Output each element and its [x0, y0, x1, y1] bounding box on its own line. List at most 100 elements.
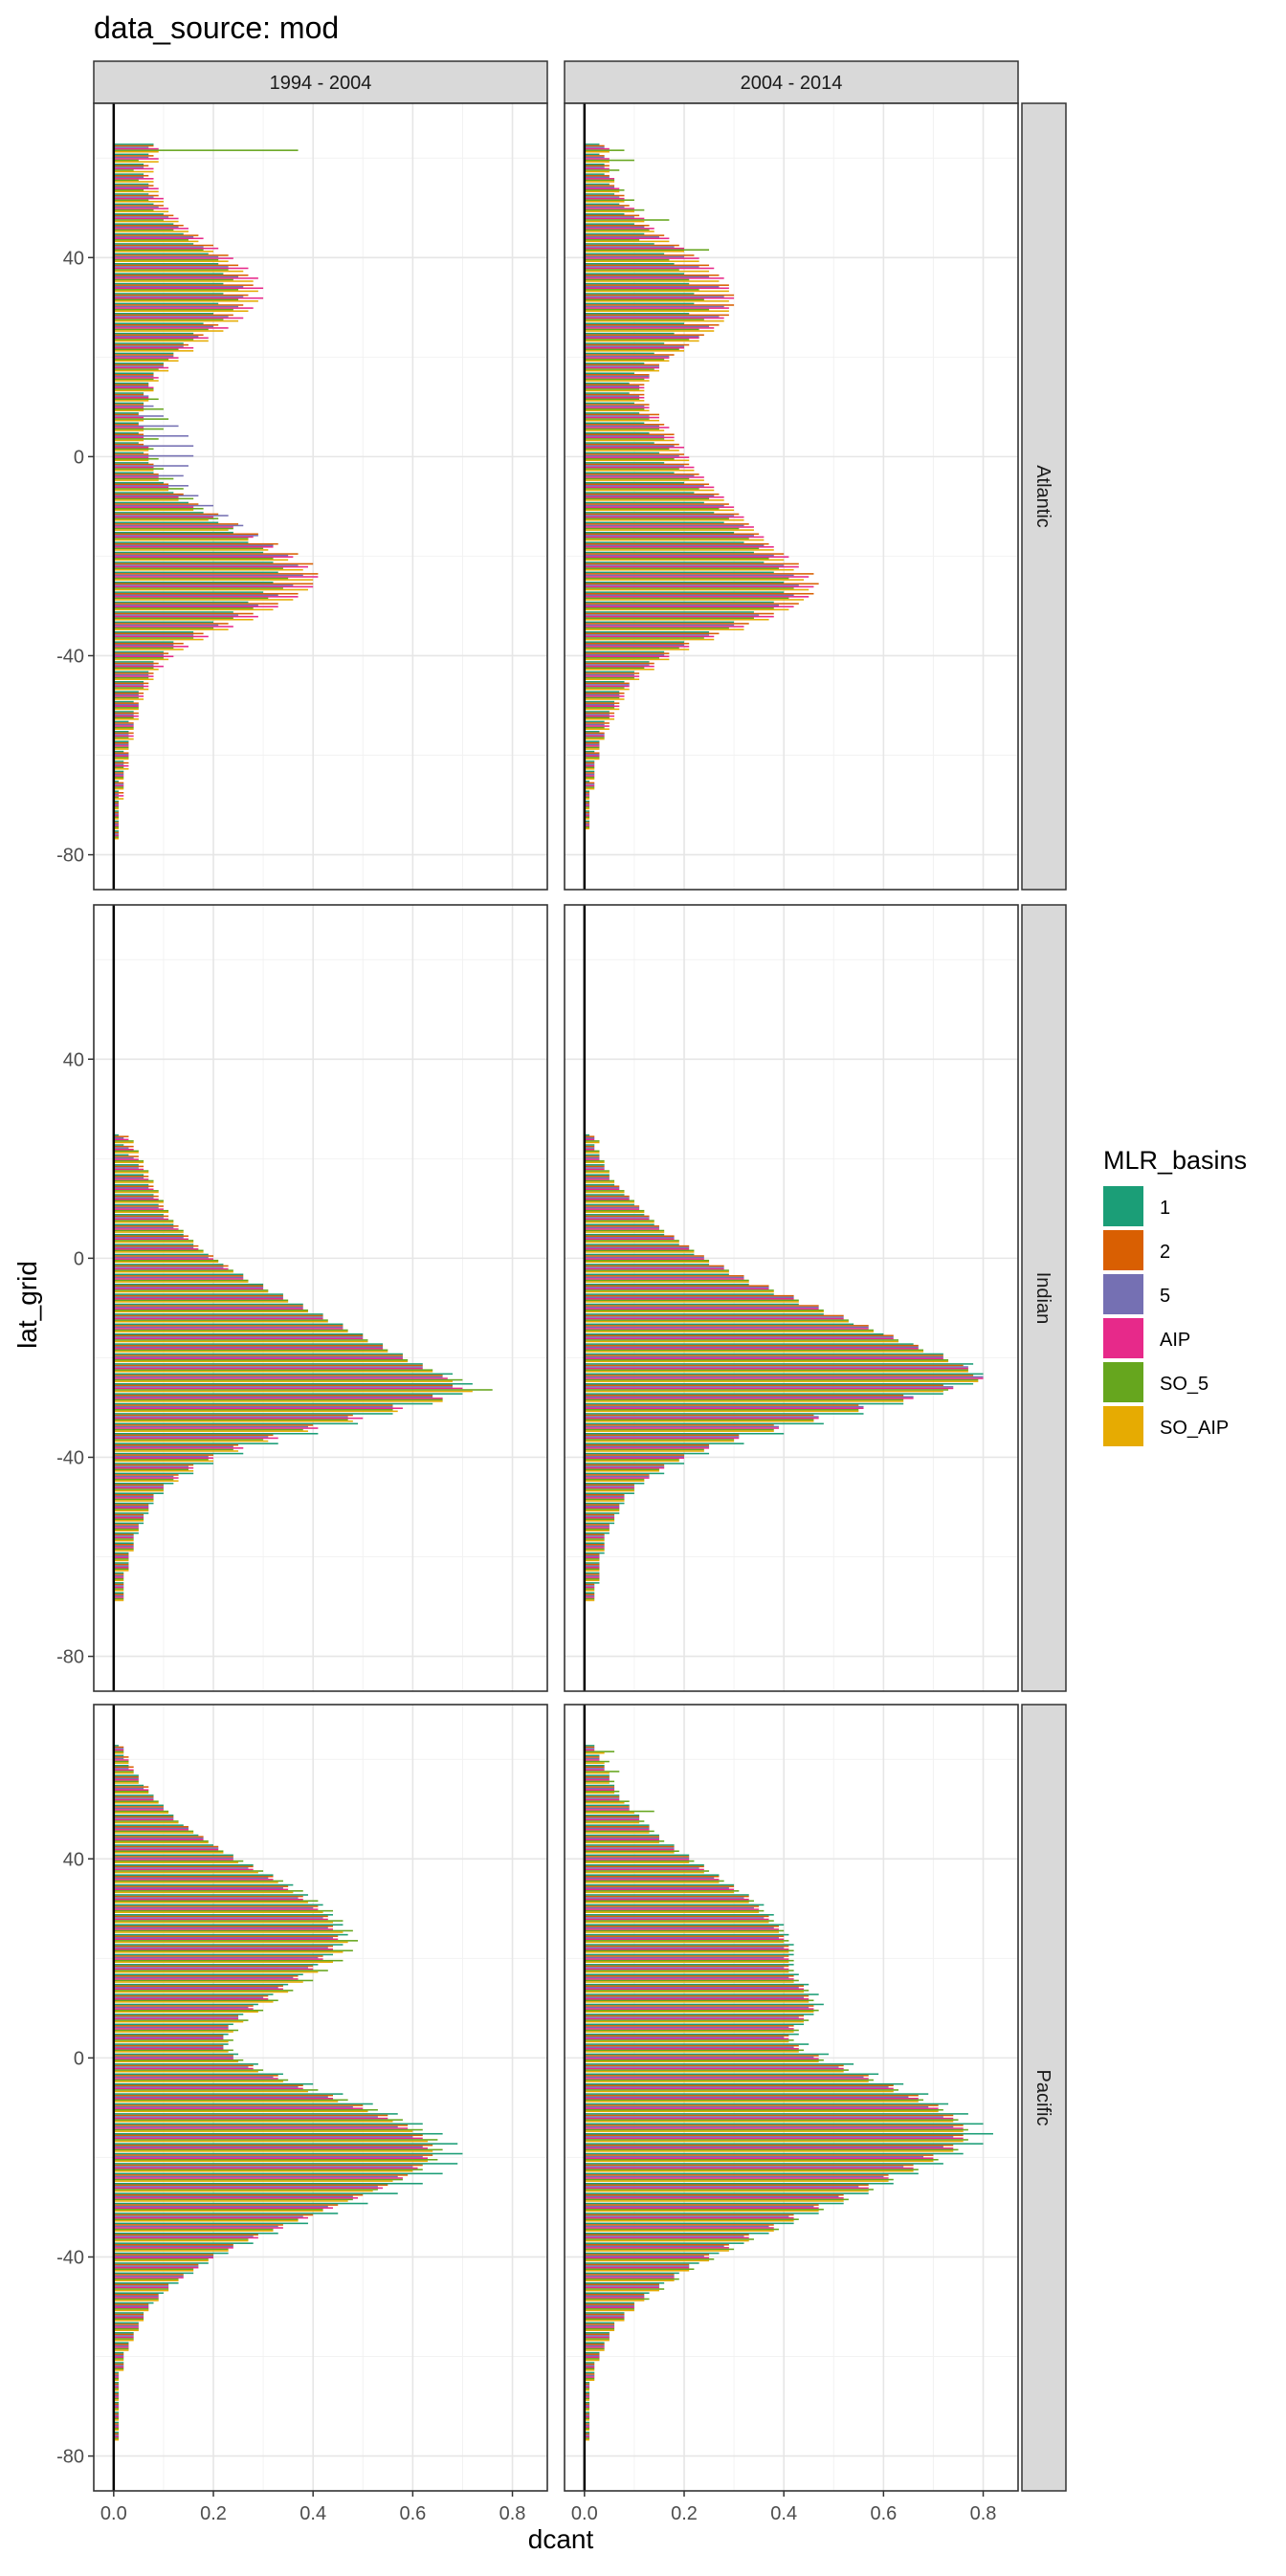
bar	[113, 1183, 149, 1186]
bar	[584, 448, 670, 451]
bar	[584, 1419, 814, 1420]
bar	[113, 2207, 334, 2210]
bar	[584, 1900, 754, 1903]
bar	[584, 1539, 605, 1542]
bar	[113, 695, 144, 697]
bar	[584, 1859, 690, 1860]
bar	[113, 1556, 129, 1559]
bar	[584, 1845, 675, 1848]
bar	[584, 1430, 774, 1432]
bar	[113, 1865, 254, 1868]
bar	[584, 816, 590, 819]
bar	[113, 760, 124, 762]
bar	[113, 2070, 258, 2073]
bar	[113, 1915, 328, 1918]
bar	[113, 235, 194, 238]
bar	[113, 1276, 244, 1279]
bar	[584, 442, 654, 444]
bar	[113, 1818, 174, 1821]
bar	[584, 2198, 849, 2201]
bar	[584, 2238, 754, 2240]
bar	[584, 2025, 794, 2027]
bar	[113, 2300, 159, 2301]
bar	[113, 384, 149, 385]
bar	[113, 539, 249, 541]
bar	[584, 298, 704, 301]
bar	[113, 1921, 334, 1924]
bar	[113, 1532, 139, 1534]
bar	[584, 214, 640, 217]
bar	[113, 2415, 120, 2418]
bar	[584, 1787, 615, 1790]
bar	[584, 1454, 685, 1456]
bar	[584, 2023, 805, 2026]
bar	[113, 1787, 144, 1790]
bar	[113, 722, 134, 724]
bar	[113, 2382, 120, 2384]
bar	[113, 1354, 403, 1356]
bar	[113, 2245, 233, 2248]
bar	[584, 203, 620, 206]
bar	[113, 1948, 334, 1950]
bar	[584, 313, 690, 315]
bar	[113, 2125, 409, 2126]
bar	[584, 1261, 710, 1264]
bar	[584, 2202, 844, 2205]
bar	[584, 2144, 954, 2147]
bar	[584, 1382, 974, 1385]
bar	[113, 2315, 144, 2317]
bar	[113, 479, 159, 481]
bar	[113, 274, 249, 276]
bar	[584, 731, 600, 733]
bar	[113, 650, 164, 653]
bar	[113, 685, 149, 688]
bar	[113, 535, 258, 537]
bar	[584, 1850, 679, 1852]
bar	[113, 1148, 134, 1151]
bar	[113, 1380, 454, 1382]
bar	[113, 676, 149, 679]
bar	[113, 2379, 120, 2382]
bar	[584, 1394, 904, 1397]
bar	[113, 1953, 334, 1956]
facet-strip-row	[1021, 102, 1067, 891]
bar	[584, 1396, 914, 1398]
bar	[584, 753, 600, 756]
bar	[584, 1832, 650, 1834]
bar	[113, 2016, 239, 2018]
bar	[584, 469, 695, 472]
bar	[113, 617, 233, 619]
bar	[584, 1384, 943, 1387]
bar	[584, 1559, 600, 1562]
bar	[584, 1253, 695, 1256]
bar	[584, 205, 630, 207]
bar	[584, 1185, 620, 1187]
bar	[113, 1749, 124, 1751]
bar	[584, 708, 620, 711]
bar	[113, 2278, 179, 2280]
bar	[113, 1552, 129, 1554]
facet-strip-row-label: Pacific	[1032, 2070, 1053, 2126]
bar	[584, 1314, 844, 1317]
bar	[113, 1198, 159, 1200]
facet-panel	[564, 102, 1019, 891]
bar	[113, 407, 144, 408]
bar	[584, 2263, 690, 2266]
bar	[584, 707, 615, 709]
bar	[113, 2228, 274, 2231]
bar	[584, 2419, 590, 2421]
bar	[113, 1925, 334, 1927]
bar	[113, 290, 258, 293]
bar	[113, 1941, 348, 1944]
bar	[113, 1959, 344, 1962]
bar	[584, 614, 760, 616]
bar	[113, 2136, 413, 2138]
bar	[584, 1148, 595, 1151]
bar	[584, 725, 610, 727]
bar	[584, 702, 620, 704]
bar	[584, 1948, 789, 1950]
bar	[113, 275, 239, 278]
bar	[584, 2078, 869, 2080]
bar	[584, 542, 769, 545]
bar	[113, 2250, 229, 2252]
